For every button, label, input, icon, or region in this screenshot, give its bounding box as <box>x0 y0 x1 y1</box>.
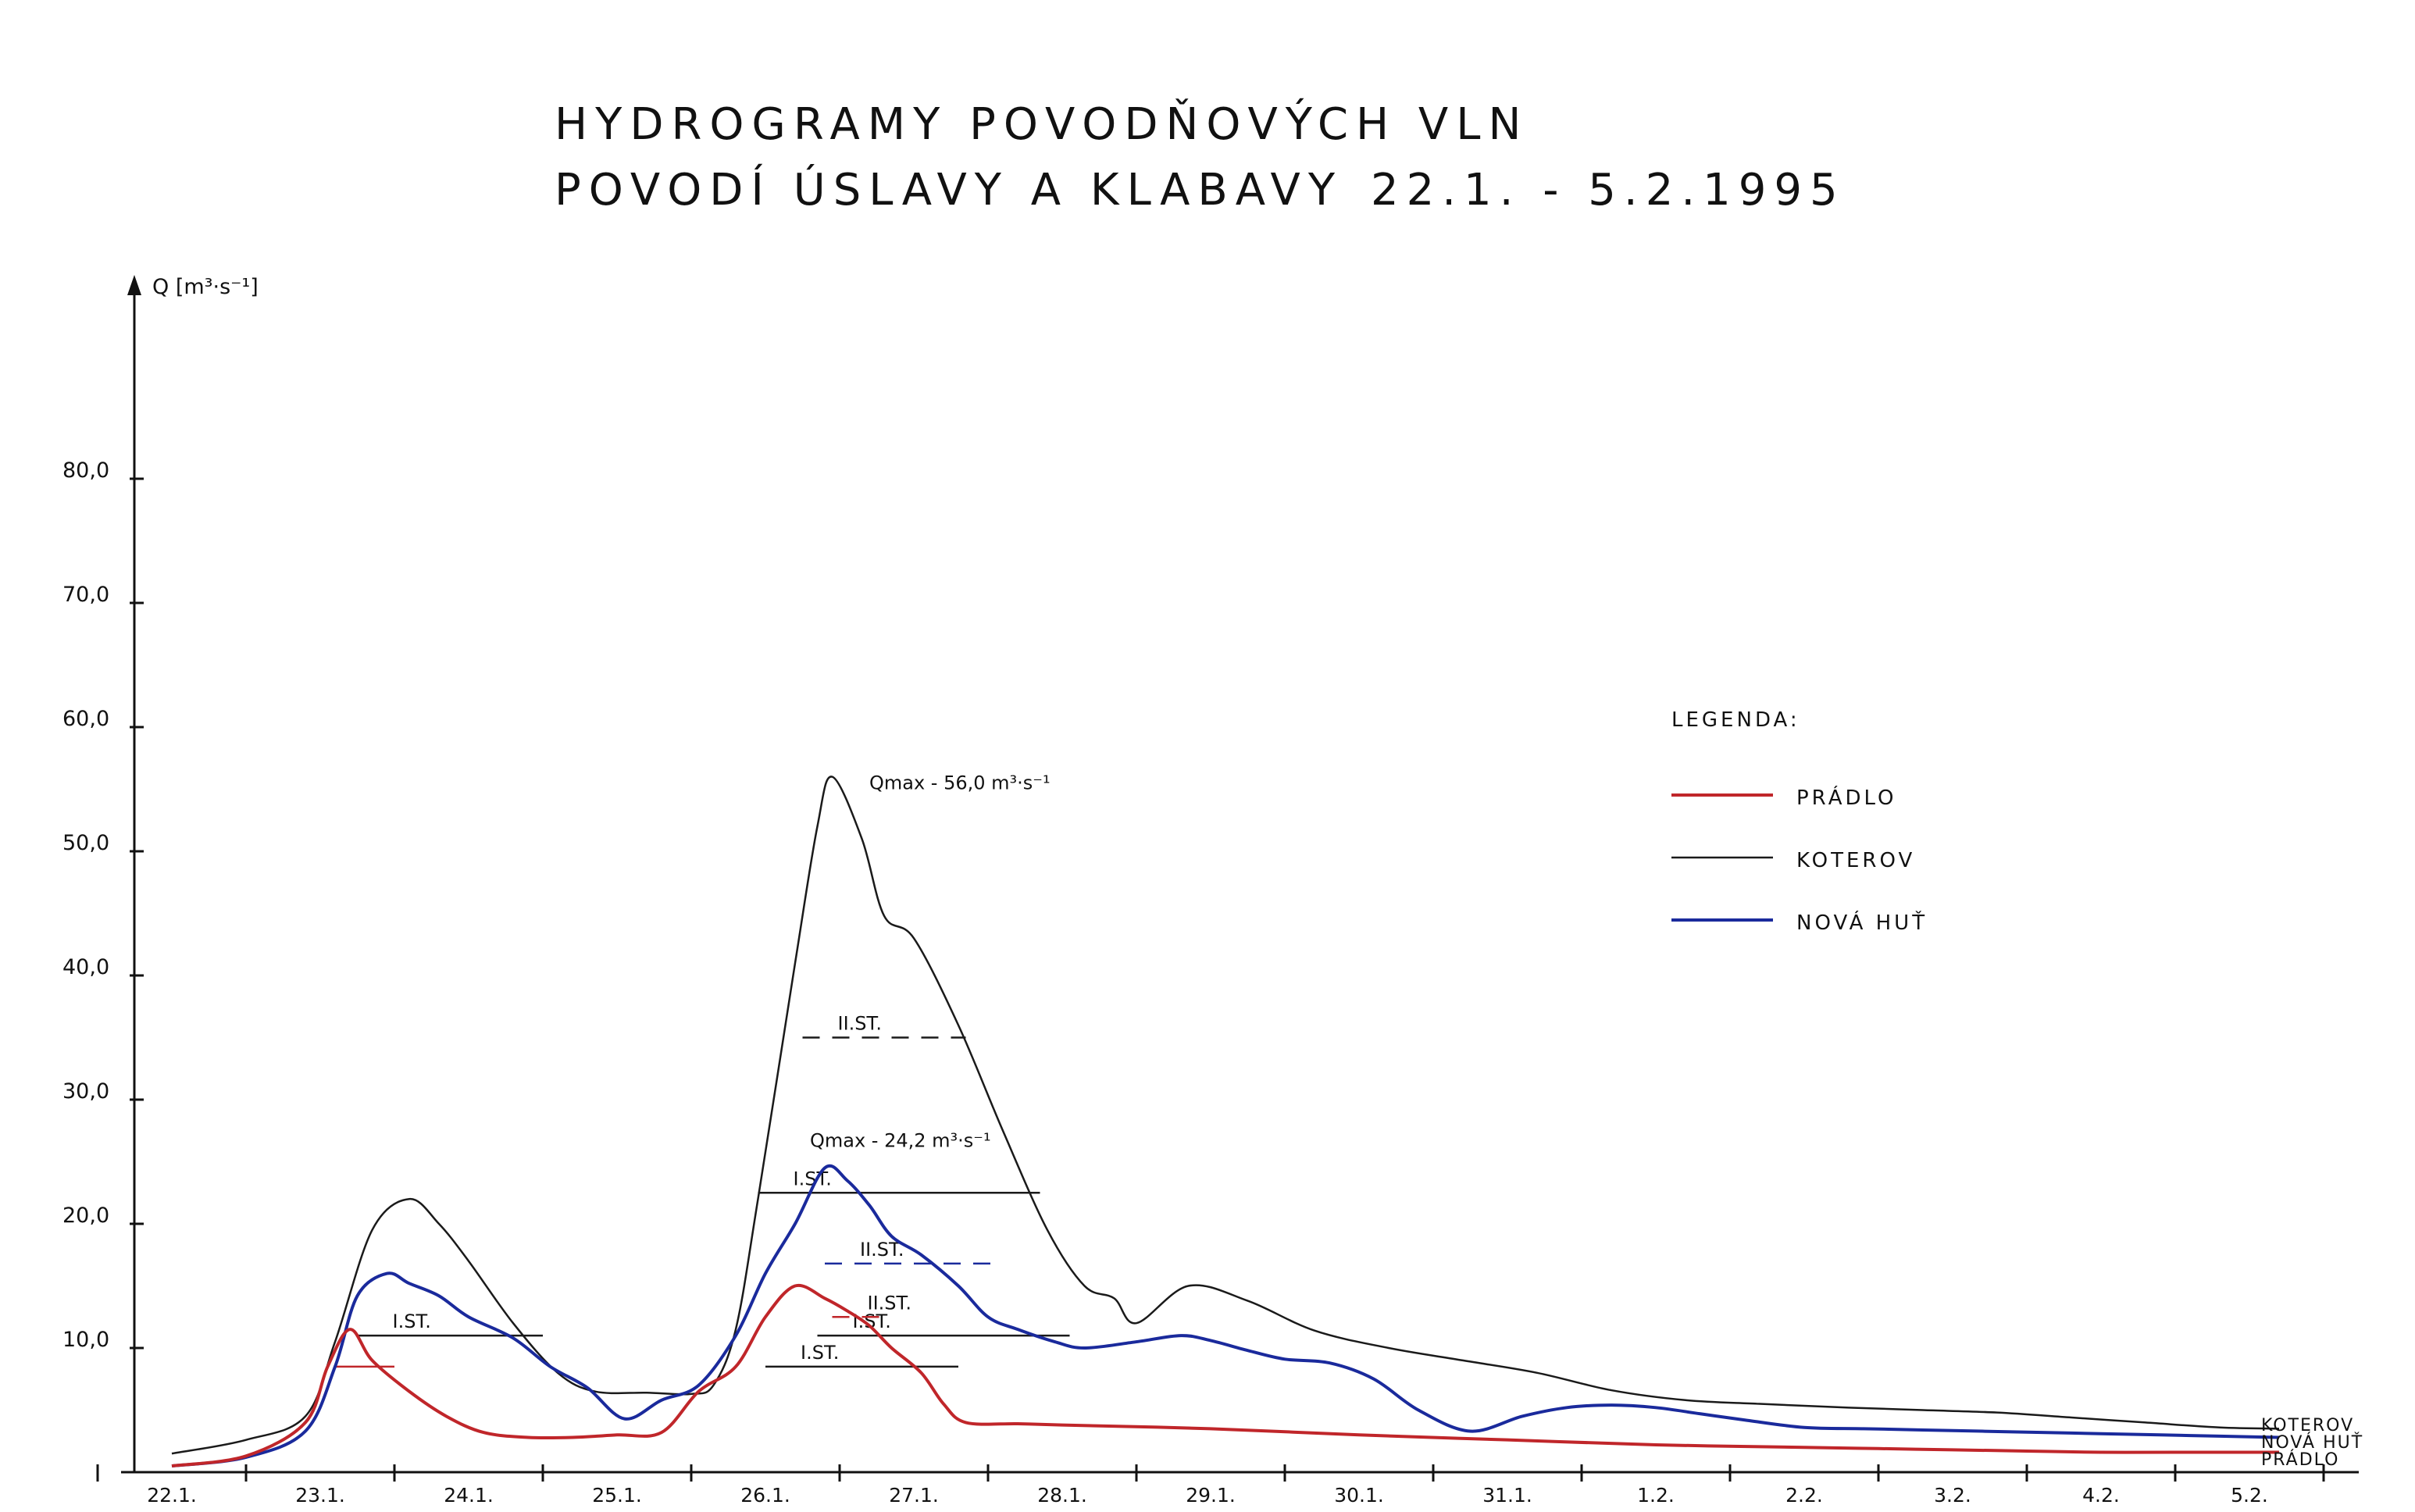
x-tick-label: 27.1. <box>889 1484 939 1507</box>
x-tick-label: 2.2. <box>1785 1484 1823 1507</box>
y-tick-label: 50,0 <box>62 831 109 855</box>
x-tick-label: 23.1. <box>295 1484 345 1507</box>
threshold-label: I.ST. <box>801 1342 839 1364</box>
end-label: PRÁDLO <box>2261 1450 2339 1470</box>
x-tick-label: 26.1. <box>740 1484 790 1507</box>
chart-date-range: 22.1. - 5.2.1995 <box>1371 165 1846 216</box>
x-tick-label: 5.2. <box>2231 1484 2268 1507</box>
x-tick-label: 29.1. <box>1186 1484 1236 1507</box>
x-tick-label: 25.1. <box>592 1484 642 1507</box>
threshold-label: I.ST. <box>393 1311 431 1332</box>
y-tick-label: 40,0 <box>62 955 109 979</box>
y-tick-label: 20,0 <box>62 1204 109 1228</box>
chart-axes: Q [m³·s⁻¹] 10,0 20,0 30,0 40,0 50,0 60,0 70,0 80… <box>62 275 2359 1507</box>
y-tick-label: 30,0 <box>62 1079 109 1104</box>
legend-label: PRÁDLO <box>1796 785 1897 810</box>
x-tick-label: 24.1. <box>444 1484 494 1507</box>
end-label: NOVÁ HUŤ <box>2261 1432 2363 1453</box>
chart-title-line-1: HYDROGRAMY POVODŇOVÝCH VLN <box>555 99 1529 150</box>
x-tick-label: 22.1. <box>147 1484 197 1507</box>
legend: LEGENDA: PRÁDLO KOTEROV NOVÁ HUŤ <box>1671 708 1928 935</box>
series-line-prdlo <box>171 1283 2279 1468</box>
legend-label: NOVÁ HUŤ <box>1796 910 1928 935</box>
x-tick-label: 30.1. <box>1334 1484 1384 1507</box>
x-tick-label: 31.1. <box>1482 1484 1532 1507</box>
threshold-label: II.ST. <box>838 1013 882 1035</box>
qmax-annotation: Qmax - 56,0 m³·s⁻¹ <box>869 772 1051 794</box>
chart-title: HYDROGRAMY POVODŇOVÝCH VLN POVODÍ ÚSLAVY… <box>555 99 1846 216</box>
series-line-koterov <box>171 776 2280 1455</box>
annotations: Qmax - 56,0 m³·s⁻¹ Qmax - 24,2 m³·s⁻¹ <box>810 772 1051 1152</box>
threshold-label: II.ST. <box>860 1239 904 1261</box>
y-tick-label: 10,0 <box>62 1328 109 1352</box>
threshold-label: II.ST. <box>868 1292 911 1314</box>
chart-title-line-2: POVODÍ ÚSLAVY A KLABAVY <box>555 164 1343 216</box>
legend-label: KOTEROV <box>1796 849 1915 872</box>
y-tick-label: 60,0 <box>62 707 109 731</box>
y-tick-label: 70,0 <box>62 583 109 607</box>
legend-title: LEGENDA: <box>1671 708 1800 732</box>
y-tick-label: 80,0 <box>62 458 109 483</box>
qmax-annotation: Qmax - 24,2 m³·s⁻¹ <box>810 1129 991 1151</box>
x-tick-label: 3.2. <box>1934 1484 1971 1507</box>
x-tick-label: 1.2. <box>1637 1484 1675 1507</box>
x-tick-label: 28.1. <box>1037 1484 1087 1507</box>
x-tick-label: 4.2. <box>2082 1484 2120 1507</box>
end-label: KOTEROV <box>2261 1416 2354 1435</box>
data-series <box>171 776 2280 1468</box>
series-line-novhu <box>171 1164 2280 1468</box>
y-axis-arrow-icon <box>127 275 141 295</box>
y-axis-label: Q [m³·s⁻¹] <box>152 275 259 299</box>
flood-stage-lines: I.ST.I.ST.II.ST.I.ST.II.ST.I.ST.II.ST. <box>335 1013 1070 1368</box>
